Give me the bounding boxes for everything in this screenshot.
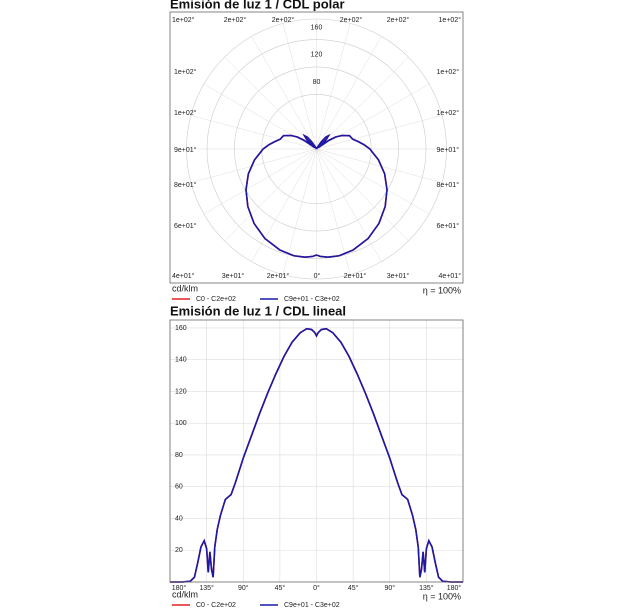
y-tick-label: 20 [175, 547, 183, 554]
angle-label: 3e+01° [222, 272, 245, 280]
x-tick-label: 90° [384, 584, 395, 592]
x-tick-label: 180° [447, 584, 462, 592]
angle-label: 6e+01° [437, 222, 460, 230]
angle-label: 4e+01° [439, 272, 462, 280]
efficiency: η = 100% [423, 285, 461, 295]
angle-label: 2e+02° [387, 16, 410, 24]
r-tick-label: 120 [311, 52, 323, 59]
y-tick-label: 40 [175, 515, 183, 522]
grid-circle [261, 93, 372, 205]
x-tick-label: 180° [172, 584, 187, 592]
y-tick-label: 120 [175, 388, 187, 395]
chart-title: Emisión de luz 1 / CDL lineal [170, 303, 346, 318]
radial-line [316, 148, 430, 215]
angle-label: 1e+02° [437, 68, 460, 76]
radial-line [316, 148, 382, 262]
y-tick-label: 60 [175, 484, 183, 491]
polar-curve [245, 133, 388, 258]
x-tick-label: 135° [419, 584, 434, 592]
angle-label: 4e+01° [172, 272, 195, 280]
radial-line [316, 56, 409, 150]
radial-line [316, 23, 351, 150]
angle-label: 8e+01° [437, 181, 460, 189]
y-tick-label: 160 [175, 325, 187, 332]
angle-label: 2e+01° [344, 272, 367, 280]
r-tick-label: 160 [311, 24, 323, 31]
radial-line [190, 115, 317, 150]
radial-line [190, 148, 317, 183]
r-tick-label: 80 [313, 79, 321, 86]
plot-frame [169, 319, 464, 583]
x-tick-label: 45° [348, 584, 359, 592]
x-tick-label: 0° [313, 584, 320, 592]
angle-label: 2e+02° [340, 16, 363, 24]
y-tick-label: 80 [175, 452, 183, 459]
line-curve [170, 327, 463, 583]
legend-label: C9e+01 - C3e+02 [284, 602, 340, 609]
grid-circle [206, 39, 427, 259]
unit-label: cd/klm [172, 283, 198, 293]
angle-label: 8e+01° [174, 181, 197, 189]
efficiency: η = 100% [423, 591, 461, 601]
radial-line [316, 83, 430, 150]
radial-line [203, 148, 317, 215]
radial-line [316, 148, 443, 183]
legend-label: C0 - C2e+02 [196, 296, 236, 303]
legend-label: C9e+01 - C3e+02 [284, 296, 340, 303]
angle-label: 0° [314, 272, 321, 280]
angle-label: 6e+01° [174, 222, 197, 230]
angle-label: 1e+02° [437, 109, 460, 117]
radial-line [203, 83, 317, 150]
angle-label: 9e+01° [437, 146, 460, 154]
angle-label: 1e+02° [174, 68, 197, 76]
y-tick-label: 140 [175, 357, 187, 364]
radial-line [316, 36, 382, 150]
radial-line [282, 23, 317, 150]
angle-label: 2e+02° [224, 16, 247, 24]
legend-label: C0 - C2e+02 [196, 602, 236, 609]
chart-title: Emisión de luz 1 / CDL polar [170, 0, 345, 11]
radial-line [251, 148, 317, 262]
x-tick-label: 90° [238, 584, 249, 592]
angle-label: 1e+02° [172, 16, 195, 24]
angle-label: 2e+02° [272, 16, 295, 24]
plot-frame [169, 11, 464, 284]
angle-label: 2e+01° [267, 272, 290, 280]
angle-label: 3e+01° [387, 272, 410, 280]
radial-line [224, 56, 317, 150]
radial-line [316, 148, 409, 242]
grid-circle [234, 66, 399, 232]
angle-label: 9e+01° [174, 146, 197, 154]
angle-label: 1e+02° [439, 16, 462, 24]
x-tick-label: 45° [275, 584, 286, 592]
x-tick-label: 135° [199, 584, 214, 592]
angle-label: 1e+02° [174, 109, 197, 117]
radial-line [224, 148, 317, 242]
y-tick-label: 100 [175, 420, 187, 427]
radial-line [316, 115, 443, 150]
radial-line [251, 36, 317, 150]
unit-label: cd/klm [172, 589, 198, 599]
